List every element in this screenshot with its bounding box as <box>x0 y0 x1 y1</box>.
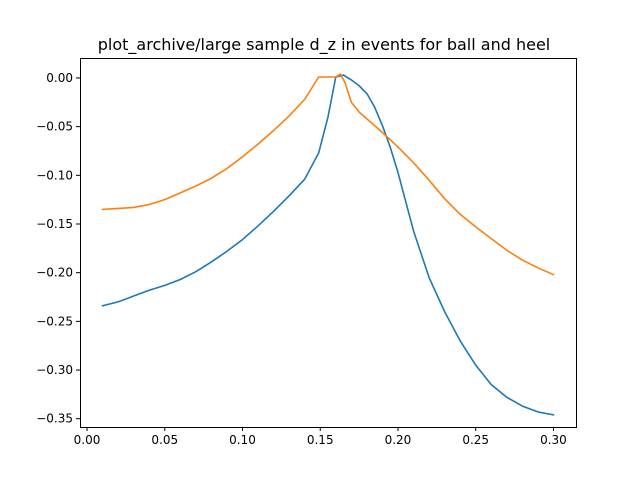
x-tick-label: 0.05 <box>151 433 178 447</box>
x-tick-label: 0.15 <box>307 433 334 447</box>
series-line-2 <box>101 73 555 276</box>
x-axis: 0.00 0.05 0.10 0.15 0.20 0.25 0.30 <box>74 427 567 447</box>
y-tick-label: −0.25 <box>36 314 73 328</box>
y-tick-label: −0.35 <box>36 412 73 426</box>
x-tick-label: 0.25 <box>462 433 489 447</box>
x-tick-label: 0.20 <box>385 433 412 447</box>
x-tick-label: 0.00 <box>74 433 101 447</box>
y-tick-label: −0.20 <box>36 266 73 280</box>
x-tick-label: 0.10 <box>229 433 256 447</box>
y-tick-label: −0.30 <box>36 363 73 377</box>
chart-title: plot_archive/large sample d_z in events … <box>98 35 550 55</box>
y-axis: 0.00 −0.05 −0.10 −0.15 −0.20 −0.25 −0.30 −0.35 <box>36 71 80 426</box>
y-tick-label: 0.00 <box>46 71 73 85</box>
plot-frame <box>80 58 577 428</box>
y-tick-label: −0.10 <box>36 168 73 182</box>
y-tick-label: −0.15 <box>36 217 73 231</box>
x-tick-label: 0.30 <box>540 433 567 447</box>
series-line-1 <box>101 74 555 416</box>
y-tick-label: −0.05 <box>36 120 73 134</box>
plot-series-group <box>101 73 555 416</box>
